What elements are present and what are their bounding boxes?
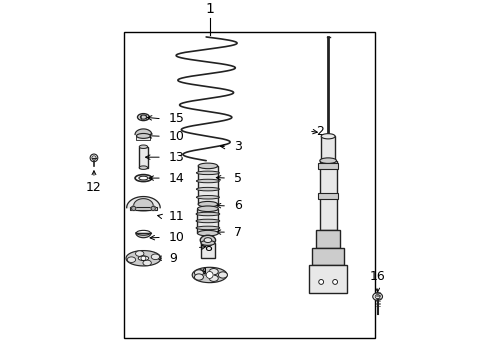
- Ellipse shape: [194, 274, 203, 280]
- Text: 7: 7: [234, 226, 242, 239]
- FancyBboxPatch shape: [130, 207, 156, 211]
- Text: 2: 2: [315, 125, 323, 138]
- Circle shape: [318, 279, 323, 284]
- Ellipse shape: [140, 115, 146, 119]
- Ellipse shape: [194, 270, 203, 276]
- Text: 10: 10: [168, 231, 184, 244]
- Ellipse shape: [196, 219, 219, 223]
- Text: 8: 8: [203, 241, 211, 254]
- Text: 12: 12: [86, 181, 102, 194]
- Ellipse shape: [196, 212, 219, 216]
- Ellipse shape: [196, 188, 219, 191]
- Ellipse shape: [218, 272, 227, 278]
- Ellipse shape: [196, 195, 219, 199]
- FancyBboxPatch shape: [318, 163, 337, 169]
- Ellipse shape: [319, 158, 336, 163]
- Polygon shape: [126, 251, 161, 266]
- Ellipse shape: [131, 204, 155, 211]
- Ellipse shape: [203, 238, 211, 243]
- Ellipse shape: [196, 226, 219, 230]
- FancyBboxPatch shape: [197, 209, 218, 233]
- FancyBboxPatch shape: [309, 265, 346, 293]
- Text: 14: 14: [168, 172, 184, 185]
- Ellipse shape: [151, 254, 159, 260]
- Text: 5: 5: [234, 172, 242, 185]
- Text: 1: 1: [205, 2, 214, 16]
- Ellipse shape: [321, 134, 334, 139]
- Ellipse shape: [127, 257, 135, 262]
- Polygon shape: [133, 199, 153, 206]
- Ellipse shape: [139, 166, 147, 169]
- Ellipse shape: [197, 206, 218, 212]
- Text: 3: 3: [234, 140, 242, 153]
- Ellipse shape: [209, 275, 218, 282]
- Ellipse shape: [90, 154, 98, 162]
- Ellipse shape: [209, 269, 218, 275]
- Bar: [124, 32, 374, 338]
- Ellipse shape: [135, 251, 143, 256]
- Ellipse shape: [136, 134, 150, 138]
- Circle shape: [206, 271, 213, 278]
- Text: 4: 4: [199, 266, 206, 279]
- FancyBboxPatch shape: [311, 248, 344, 265]
- Ellipse shape: [198, 202, 217, 207]
- FancyBboxPatch shape: [139, 147, 147, 168]
- Text: 16: 16: [369, 270, 385, 283]
- Polygon shape: [126, 197, 160, 208]
- Ellipse shape: [138, 256, 148, 261]
- Polygon shape: [136, 233, 151, 238]
- FancyBboxPatch shape: [198, 166, 217, 204]
- FancyBboxPatch shape: [136, 135, 150, 140]
- Text: 15: 15: [168, 112, 184, 125]
- FancyBboxPatch shape: [321, 136, 334, 161]
- Ellipse shape: [200, 235, 215, 245]
- FancyBboxPatch shape: [316, 230, 339, 248]
- Polygon shape: [135, 129, 151, 135]
- Ellipse shape: [198, 163, 217, 169]
- Ellipse shape: [142, 260, 151, 266]
- Text: 10: 10: [168, 130, 184, 143]
- Ellipse shape: [196, 171, 219, 175]
- Ellipse shape: [196, 179, 219, 183]
- Circle shape: [131, 206, 136, 211]
- Ellipse shape: [372, 293, 382, 300]
- Text: 13: 13: [168, 151, 184, 164]
- Text: 11: 11: [168, 210, 184, 223]
- Ellipse shape: [201, 240, 214, 246]
- Text: 6: 6: [234, 199, 242, 212]
- Ellipse shape: [137, 114, 149, 121]
- FancyBboxPatch shape: [201, 243, 214, 258]
- FancyBboxPatch shape: [318, 193, 337, 199]
- Ellipse shape: [197, 230, 218, 236]
- Circle shape: [151, 206, 155, 211]
- Circle shape: [332, 279, 337, 284]
- FancyBboxPatch shape: [319, 161, 336, 230]
- Polygon shape: [192, 267, 226, 283]
- Ellipse shape: [139, 145, 147, 148]
- Text: 9: 9: [168, 252, 176, 265]
